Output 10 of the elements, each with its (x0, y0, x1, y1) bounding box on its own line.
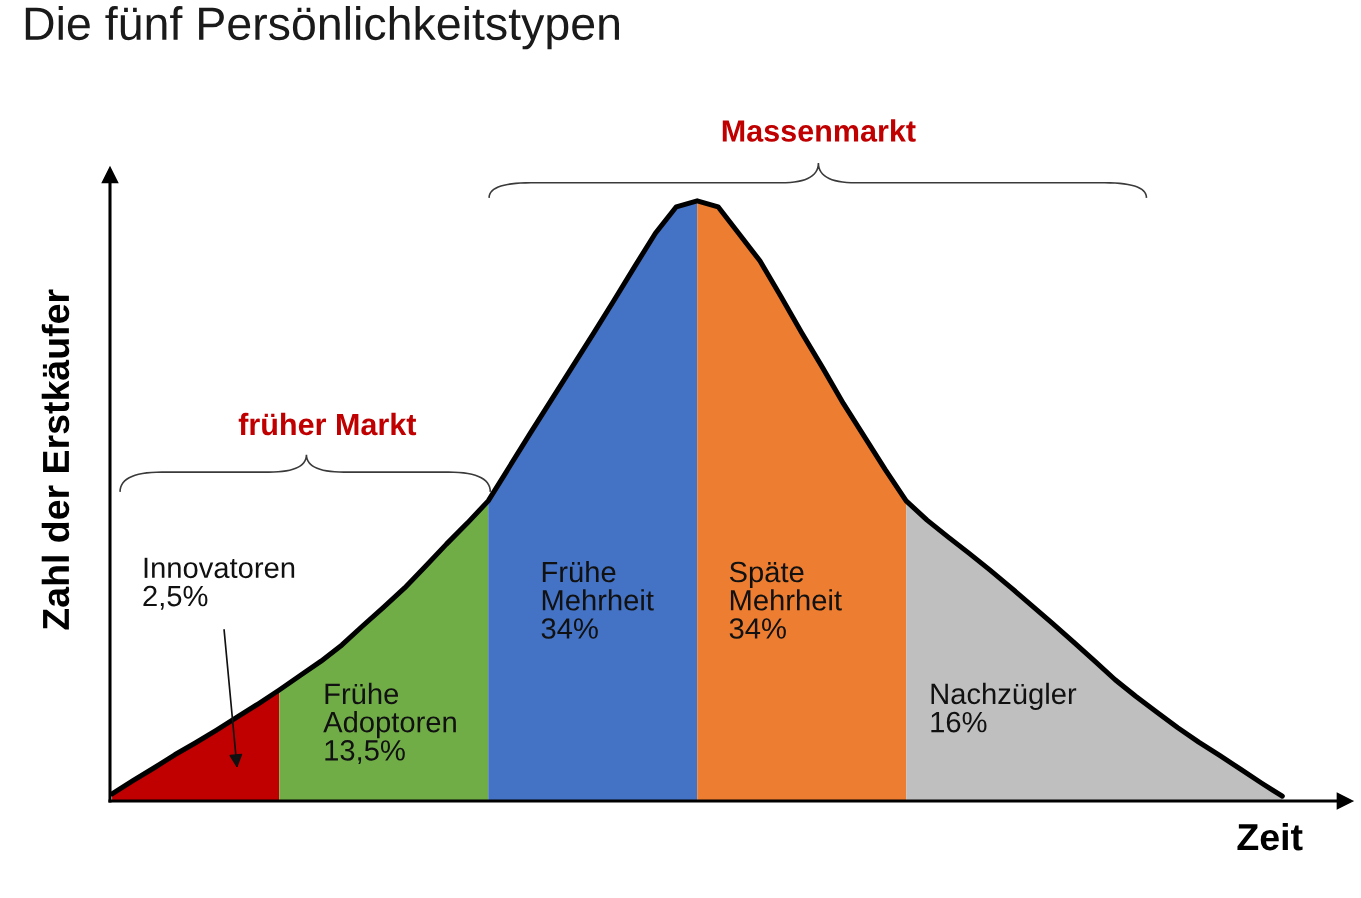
series-label: Nachzügler 16% (931, 682, 1077, 733)
x-axis-title: Zeit (1237, 822, 1303, 851)
series-label: Frühe Adoptoren 13,5% (323, 682, 456, 765)
series-label: Späte Mehrheit 34% (729, 561, 842, 639)
chart-title: Die fünf Persönlichkeitstypen (25, 6, 619, 50)
annotation: früher Markt (238, 412, 417, 436)
text: Innovatoren 2,5% (143, 557, 295, 610)
text: Massenmarkt (722, 119, 916, 142)
y-axis-title: Zahl der Erstkäufer (41, 289, 70, 630)
series-label: Frühe Mehrheit 34% (541, 560, 654, 639)
